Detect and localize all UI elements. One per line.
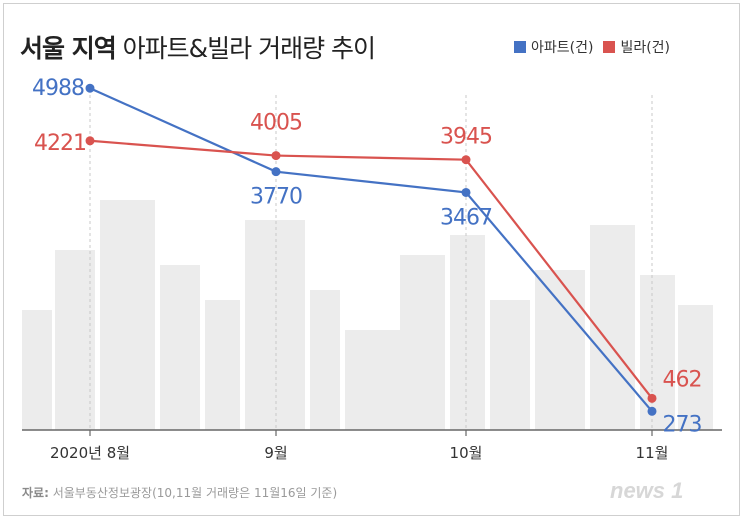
series-line-villa xyxy=(89,139,653,400)
skyline-building xyxy=(160,265,200,430)
source-text: 서울부동산정보광장(10,11월 거래량은 11월16일 기준) xyxy=(52,486,338,500)
legend-label-villa: 빌라(건) xyxy=(620,40,671,56)
skyline-building xyxy=(310,290,340,430)
chart-title: 서울 지역 아파트&빌라 거래량 추이 xyxy=(20,29,376,65)
point-apartment xyxy=(271,167,281,177)
data-label-villa: 4005 xyxy=(250,111,302,136)
x-tick-label: 2020년 8월 xyxy=(50,444,130,462)
series-line-apartment xyxy=(89,87,653,413)
data-label-apartment: 3770 xyxy=(250,185,302,210)
legend-item-apartment: 아파트(건) xyxy=(514,37,593,57)
skyline-building xyxy=(245,220,305,430)
title-rest: 아파트&빌라 거래량 추이 xyxy=(122,34,376,63)
point-villa xyxy=(647,393,657,403)
point-villa xyxy=(271,151,281,161)
data-label-apartment: 273 xyxy=(663,412,702,437)
legend-item-villa: 빌라(건) xyxy=(603,37,670,57)
point-apartment xyxy=(85,83,95,93)
point-villa xyxy=(85,136,95,146)
data-label-villa: 462 xyxy=(663,367,702,392)
point-apartment xyxy=(461,187,471,197)
data-label-villa: 4221 xyxy=(34,131,86,156)
data-label-villa: 3945 xyxy=(440,125,492,150)
source-label: 자료: xyxy=(22,486,49,500)
news1-logo: news 1 xyxy=(610,478,684,503)
x-tick-label: 11월 xyxy=(636,444,669,462)
skyline-building xyxy=(400,255,445,430)
title-bold: 서울 지역 xyxy=(20,34,117,63)
data-label-apartment: 4988 xyxy=(32,76,84,101)
legend-swatch-apartment xyxy=(514,41,526,53)
skyline-building xyxy=(205,300,240,430)
legend-label-apartment: 아파트(건) xyxy=(531,40,594,56)
skyline-building xyxy=(100,200,155,430)
skyline-building xyxy=(535,270,585,430)
skyline-building xyxy=(22,310,52,430)
skyline-building xyxy=(55,250,95,430)
skyline-building xyxy=(345,330,400,430)
skyline-building xyxy=(640,275,675,430)
x-tick-label: 9월 xyxy=(264,444,287,462)
point-apartment xyxy=(647,406,657,416)
data-label-apartment: 3467 xyxy=(440,205,492,230)
point-villa xyxy=(461,155,471,165)
skyline-building xyxy=(678,305,713,430)
skyline-building xyxy=(490,300,530,430)
legend-swatch-villa xyxy=(603,41,616,53)
x-tick-label: 10월 xyxy=(450,444,483,462)
source-note: 자료: 서울부동산정보광장(10,11월 거래량은 11월16일 기준) xyxy=(22,484,337,501)
legend: 아파트(건) 빌라(건) xyxy=(514,37,670,57)
skyline-building xyxy=(450,235,485,430)
